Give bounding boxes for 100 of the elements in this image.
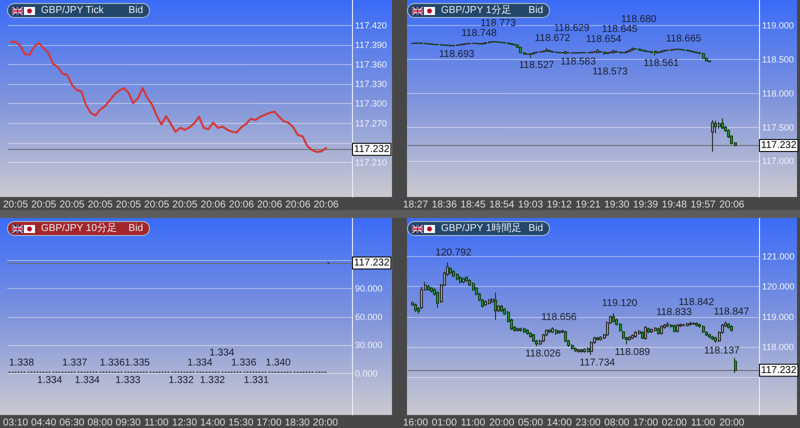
candlestick — [676, 324, 679, 334]
candlestick — [714, 336, 717, 344]
x-tick-label: 20:06 — [285, 200, 311, 210]
candlestick — [551, 326, 554, 334]
candlestick — [599, 336, 602, 342]
candlestick — [529, 332, 532, 338]
text: 1.337 — [62, 357, 88, 368]
candlestick — [634, 330, 637, 338]
y-tick-label: 117.500 — [762, 122, 794, 132]
candlestick — [650, 50, 653, 54]
candlestick — [711, 335, 714, 341]
text: 118.842 — [678, 296, 714, 308]
text: 118.137 — [704, 345, 740, 356]
y-tick-label: 119.000 — [762, 20, 794, 31]
candlestick — [628, 336, 631, 342]
ref-line-label: 117.232 — [354, 258, 390, 269]
x-tick-label: 20:05 — [88, 200, 114, 210]
x-tick-label: 09:30 — [116, 418, 142, 428]
x-tick-label: 20:06 — [200, 200, 226, 210]
candlestick — [730, 324, 733, 332]
x-tick-label: 20:05 — [2, 200, 28, 210]
x-tick-label: 18:27 — [402, 200, 428, 210]
candlestick — [561, 329, 564, 334]
text: 118.656 — [541, 312, 577, 324]
candlestick — [590, 340, 593, 356]
text: 118.089 — [614, 346, 650, 358]
x-tick-label: 23:00 — [576, 418, 601, 428]
text: 118.527 — [518, 60, 554, 72]
text: 118.583 — [560, 56, 596, 68]
candlestick — [666, 321, 669, 328]
candlestick — [673, 324, 676, 334]
y-tick-label: 118.000 — [762, 88, 794, 98]
candlestick — [462, 277, 465, 284]
candlestick — [686, 49, 689, 52]
text: 118.645 — [602, 24, 638, 36]
x-tick-label: 20:05 — [144, 200, 170, 210]
candlestick — [548, 328, 551, 334]
candlestick — [420, 286, 423, 310]
candlestick — [465, 276, 468, 282]
candlestick — [686, 322, 689, 327]
x-tick-label: 19:39 — [633, 200, 659, 210]
text: 1.332 — [200, 374, 225, 386]
candlestick — [689, 50, 692, 52]
y-tick-label: 60.000 — [355, 312, 383, 322]
candlestick — [424, 42, 427, 45]
x-tick-label: 02:00 — [662, 418, 688, 428]
text: 119.120 — [602, 298, 638, 310]
candlestick — [718, 121, 721, 130]
candlestick — [456, 272, 459, 281]
candlestick — [692, 322, 695, 326]
text: 1.338 — [8, 357, 34, 368]
candlestick — [580, 348, 583, 354]
text: 1.336 — [231, 357, 256, 368]
candlestick — [702, 52, 705, 60]
text: 1.332 — [168, 374, 194, 386]
text: 1.335 — [124, 357, 150, 368]
x-tick-label: 20:00 — [489, 418, 515, 428]
text: 118.773 — [480, 18, 516, 29]
x-tick-label: 03:10 — [2, 418, 28, 428]
candlestick — [695, 322, 698, 327]
candlestick — [507, 42, 510, 45]
y-tick-label: 0.000 — [355, 368, 378, 379]
text: 1.334 — [37, 374, 62, 386]
ref-line-label: 117.232 — [761, 140, 797, 152]
text: 1.333 — [115, 374, 140, 386]
x-tick-label: 08:00 — [604, 418, 630, 428]
text: 118.748 — [461, 28, 497, 39]
x-tick-label: 20:06 — [314, 200, 340, 210]
x-tick-label: 06:30 — [59, 418, 85, 428]
x-tick-label: 19:03 — [518, 200, 544, 210]
text: 118.693 — [438, 49, 474, 60]
candlestick — [638, 330, 641, 336]
candlestick — [427, 284, 430, 292]
candlestick — [571, 344, 574, 350]
text: 1.334 — [209, 347, 234, 358]
candlestick — [647, 327, 650, 334]
x-tick-label: 19:12 — [546, 200, 572, 210]
x-tick-label: 18:36 — [432, 200, 458, 210]
candlestick — [577, 348, 580, 354]
candlestick — [516, 327, 519, 332]
candlestick — [702, 324, 705, 334]
text: 118.561 — [643, 58, 679, 69]
ref-line-label: 117.232 — [354, 144, 390, 155]
candlestick — [497, 304, 500, 312]
y-tick-label: 117.000 — [762, 156, 794, 166]
text: 118.573 — [592, 66, 628, 78]
ref-line-label: 117.232 — [761, 364, 797, 376]
x-tick-label: 19:30 — [604, 200, 630, 210]
candlestick — [644, 50, 647, 52]
x-tick-label: 18:45 — [460, 200, 486, 210]
x-tick-label: 20:06 — [719, 200, 745, 210]
candlestick — [708, 333, 711, 339]
y-tick-label: 30.000 — [355, 340, 383, 350]
text: 117.734 — [580, 358, 615, 369]
y-tick-label: 117.210 — [355, 157, 387, 168]
text: 118.665 — [666, 33, 702, 44]
candlestick — [491, 298, 494, 304]
x-tick-label: 11:00 — [144, 418, 169, 428]
title-badge: GBP/JPY 1時間足 Bid — [407, 221, 550, 236]
candlestick — [510, 42, 513, 46]
